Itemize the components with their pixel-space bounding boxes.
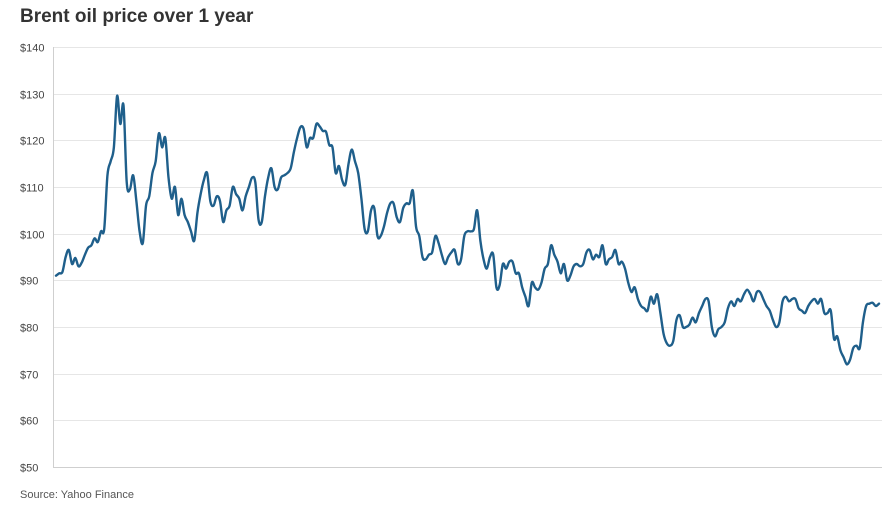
series-line-0 bbox=[54, 94, 881, 366]
y-tick-label: $60 bbox=[20, 416, 38, 428]
y-tick-label: $70 bbox=[20, 370, 38, 382]
y-tick-label: $110 bbox=[20, 183, 44, 195]
y-tick-label: $140 bbox=[20, 43, 44, 55]
series-layer bbox=[54, 94, 881, 366]
y-tick-label: $90 bbox=[20, 276, 38, 288]
y-tick-label: $120 bbox=[20, 136, 44, 148]
chart-source-note: Source: Yahoo Finance bbox=[20, 489, 134, 501]
y-axis-tick-labels: $50 $60 $70 $80 $90 $100 $110 $120 $130 $140 bbox=[20, 43, 44, 475]
gridlines bbox=[53, 47, 882, 468]
chart-title: Brent oil price over 1 year bbox=[20, 6, 254, 27]
y-tick-label: $130 bbox=[20, 90, 44, 102]
y-tick-label: $80 bbox=[20, 323, 38, 335]
y-tick-label: $100 bbox=[20, 230, 44, 242]
y-tick-label: $50 bbox=[20, 463, 38, 475]
